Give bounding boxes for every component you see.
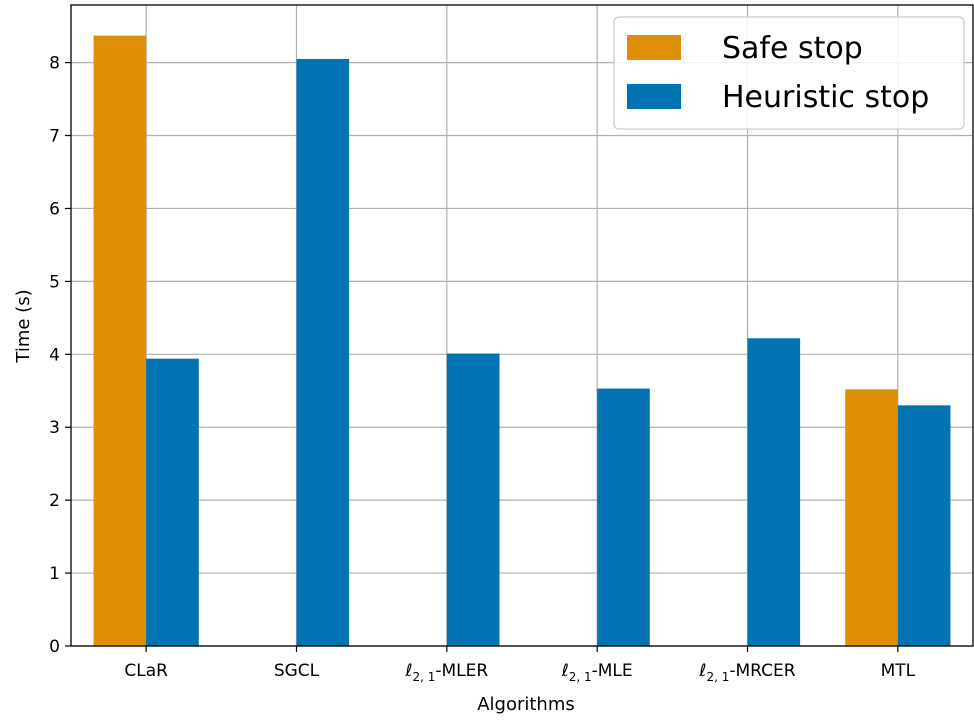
bar-heuristic-stop [446,353,500,646]
legend-label: Heuristic stop [722,80,929,115]
y-tick-label: 5 [49,272,60,292]
y-axis-label: Time (s) [13,289,34,363]
bar-safe-stop [845,389,898,646]
x-tick-label-suffix: -MLE [592,661,633,681]
legend-swatch [627,35,681,60]
bars-layer [93,35,951,646]
bar-heuristic-stop [897,405,951,646]
x-tick-label: CLaR [124,661,168,681]
legend-label: Safe stop [722,31,863,66]
y-tick-label: 3 [49,418,60,438]
y-tick-label: 0 [49,637,60,657]
x-tick-label: SGCL [274,661,320,681]
bar-heuristic-stop [747,338,801,646]
bar-heuristic-stop [296,58,350,646]
y-tick-label: 4 [49,345,60,365]
x-tick-label-subscript: 2, 1 [706,670,729,684]
x-tick-label: ℓ2, 1-MLE [561,661,633,684]
y-tick-label: 6 [49,199,60,219]
x-axis-label: Algorithms [477,694,575,715]
x-tick-label-subscript: 2, 1 [569,670,592,684]
bar-heuristic-stop [597,388,650,646]
x-tick-label-prefix: ℓ [698,661,706,681]
x-tick-label: ℓ2, 1-MLER [404,661,488,684]
legend-box [613,16,965,130]
y-tick-label: 8 [49,54,60,74]
bar-safe-stop [93,35,147,646]
x-tick-label-suffix: -MRCER [729,661,795,681]
x-tick-label-prefix: ℓ [561,661,569,681]
plot-frame [70,4,974,647]
x-tick-label-suffix: -MLER [435,661,488,681]
y-tick-label: 2 [49,491,60,511]
x-tick-label-prefix: ℓ [404,661,412,681]
y-tick-label: 7 [49,127,60,147]
y-tick-label: 1 [49,564,60,584]
x-tick-label: MTL [881,661,916,681]
legend: Safe stop Heuristic stop [613,16,965,130]
x-tick-label: ℓ2, 1-MRCER [698,661,795,684]
bar-heuristic-stop [146,358,199,646]
legend-swatch [627,84,681,109]
x-tick-label-subscript: 2, 1 [412,670,435,684]
